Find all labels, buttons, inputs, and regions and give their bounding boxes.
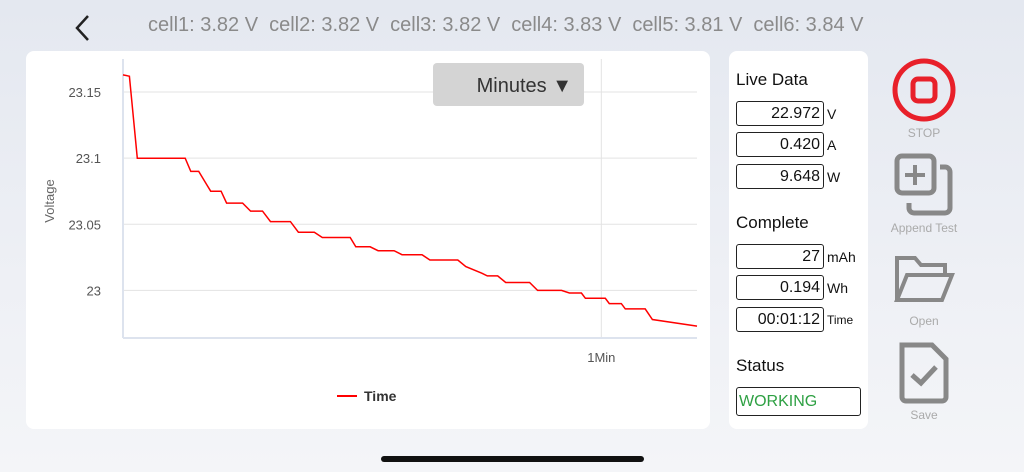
power-unit: W xyxy=(827,169,841,185)
current-unit: A xyxy=(827,137,837,153)
home-indicator[interactable] xyxy=(381,456,644,462)
cell4-voltage: cell4: 3.83 V xyxy=(511,14,622,36)
y-tick-label: 23.15 xyxy=(68,85,101,100)
cell1-voltage: cell1: 3.82 V xyxy=(148,14,259,36)
stop-button[interactable]: STOP xyxy=(884,58,964,140)
complete-heading: Complete xyxy=(736,213,809,232)
current-field: 0.420 xyxy=(736,132,824,157)
save-check-icon xyxy=(899,342,949,404)
back-chevron-icon[interactable] xyxy=(72,12,96,44)
cell3-voltage: cell3: 3.82 V xyxy=(390,14,501,36)
energy-unit: Wh xyxy=(827,280,848,296)
voltage-field: 22.972 xyxy=(736,101,824,126)
append-test-button[interactable]: Append Test xyxy=(884,153,964,235)
y-tick-label: 23 xyxy=(87,283,101,298)
stop-icon xyxy=(892,58,956,122)
x-tick-label: 1Min xyxy=(587,350,615,365)
open-button[interactable]: Open xyxy=(884,252,964,328)
voltage-unit: V xyxy=(827,106,837,122)
time-field: 00:01:12 xyxy=(736,307,824,332)
data-panel: Live Data 22.972 V 0.420 A 9.648 W Complete… xyxy=(729,51,868,429)
stop-label: STOP xyxy=(907,126,941,140)
status-heading: Status xyxy=(736,356,785,375)
capacity-unit: mAh xyxy=(827,249,856,265)
capacity-field: 27 xyxy=(736,244,824,269)
legend-label: Time xyxy=(364,388,397,404)
append-icon xyxy=(894,153,953,216)
y-axis-label: Voltage xyxy=(42,179,57,222)
time-unit-dropdown[interactable]: Minutes ▼ xyxy=(433,63,584,106)
y-tick-label: 23.1 xyxy=(76,151,101,166)
cell6-voltage: cell6: 3.84 V xyxy=(753,14,864,36)
status-field: WORKING xyxy=(736,387,861,416)
energy-field: 0.194 xyxy=(736,275,824,300)
power-field: 9.648 xyxy=(736,164,824,189)
save-button[interactable]: Save xyxy=(884,342,964,422)
cell-voltages: cell1: 3.82 V cell2: 3.82 V cell3: 3.82 V c… xyxy=(148,14,874,37)
voltage-chart: 23 23.05 23.1 23.15 1Min Voltage Time xyxy=(42,59,698,404)
cell5-voltage: cell5: 3.81 V xyxy=(632,14,743,36)
cell2-voltage: cell2: 3.82 V xyxy=(269,14,380,36)
live-data-heading: Live Data xyxy=(736,70,808,89)
save-label: Save xyxy=(910,408,938,422)
y-tick-label: 23.05 xyxy=(68,217,101,232)
folder-open-icon xyxy=(894,256,955,302)
voltage-series-line xyxy=(122,74,698,327)
time-unit: Time xyxy=(827,313,854,327)
chart-card: 23 23.05 23.1 23.15 1Min Voltage Time xyxy=(26,51,710,429)
open-label: Open xyxy=(909,314,939,328)
append-test-label: Append Test xyxy=(890,221,958,235)
